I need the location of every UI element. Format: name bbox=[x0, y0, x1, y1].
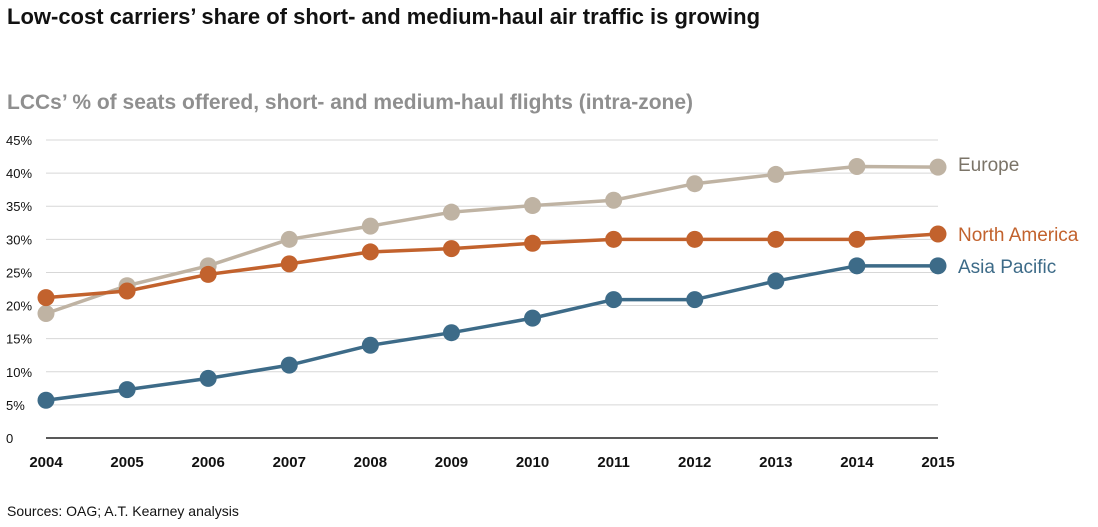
data-point-north-america bbox=[524, 234, 542, 252]
data-point-north-america bbox=[442, 240, 460, 258]
y-tick-label: 35% bbox=[6, 199, 32, 214]
x-tick-label: 2004 bbox=[29, 454, 63, 471]
data-point-asia-pacific bbox=[686, 291, 704, 309]
chart-title: Low-cost carriers’ share of short- and m… bbox=[7, 4, 761, 29]
series-line-north-america bbox=[44, 232, 940, 300]
data-point-asia-pacific bbox=[118, 381, 136, 399]
y-tick-label: 0 bbox=[6, 431, 13, 446]
data-point-north-america bbox=[686, 230, 704, 248]
data-point-asia-pacific bbox=[605, 291, 623, 309]
series-line-asia-pacific bbox=[44, 264, 940, 403]
data-point-north-america bbox=[118, 282, 136, 300]
data-point-north-america bbox=[767, 230, 785, 248]
y-tick-label: 5% bbox=[6, 398, 25, 413]
data-point-asia-pacific bbox=[767, 272, 785, 290]
x-tick-label: 2015 bbox=[921, 454, 954, 471]
data-point-asia-pacific bbox=[280, 356, 298, 374]
data-point-north-america bbox=[605, 230, 623, 248]
data-point-europe bbox=[605, 191, 623, 209]
chart-subtitle: LCCs’ % of seats offered, short- and med… bbox=[7, 91, 694, 114]
series-label-asia-pacific: Asia Pacific bbox=[958, 257, 1056, 278]
series-line-europe bbox=[44, 164, 940, 316]
data-point-europe bbox=[442, 203, 460, 221]
data-point-asia-pacific bbox=[361, 336, 379, 354]
x-tick-label: 2013 bbox=[759, 454, 792, 471]
y-tick-label: 45% bbox=[6, 133, 32, 148]
x-tick-label: 2006 bbox=[191, 454, 224, 471]
y-tick-label: 10% bbox=[6, 365, 32, 380]
data-point-asia-pacific bbox=[37, 391, 55, 409]
data-point-europe bbox=[37, 305, 55, 323]
data-point-europe bbox=[524, 197, 542, 215]
y-tick-label: 25% bbox=[6, 265, 32, 280]
x-tick-label: 2007 bbox=[273, 454, 306, 471]
data-point-asia-pacific bbox=[848, 257, 866, 275]
data-point-europe bbox=[929, 158, 947, 176]
x-tick-label: 2008 bbox=[354, 454, 387, 471]
x-tick-label: 2010 bbox=[516, 454, 549, 471]
data-point-europe bbox=[280, 230, 298, 248]
x-tick-label: 2014 bbox=[840, 454, 874, 471]
series-label-north-america: North America bbox=[958, 225, 1079, 246]
y-tick-label: 20% bbox=[6, 299, 32, 314]
data-point-north-america bbox=[929, 225, 947, 243]
data-point-north-america bbox=[848, 230, 866, 248]
x-tick-label: 2012 bbox=[678, 454, 711, 471]
data-point-europe bbox=[686, 175, 704, 193]
data-point-asia-pacific bbox=[199, 369, 217, 387]
data-point-asia-pacific bbox=[442, 324, 460, 342]
data-point-asia-pacific bbox=[929, 257, 947, 275]
y-tick-label: 15% bbox=[6, 332, 32, 347]
data-point-north-america bbox=[199, 265, 217, 283]
data-point-north-america bbox=[37, 289, 55, 307]
data-point-asia-pacific bbox=[524, 309, 542, 327]
x-tick-label: 2005 bbox=[110, 454, 143, 471]
y-tick-label: 30% bbox=[6, 232, 32, 247]
data-point-europe bbox=[848, 157, 866, 175]
data-point-north-america bbox=[361, 243, 379, 261]
data-point-north-america bbox=[280, 255, 298, 273]
data-point-europe bbox=[361, 217, 379, 235]
x-tick-label: 2009 bbox=[435, 454, 468, 471]
series-label-europe: Europe bbox=[958, 155, 1019, 176]
data-point-europe bbox=[767, 165, 785, 183]
y-tick-label: 40% bbox=[6, 166, 32, 181]
x-tick-label: 2011 bbox=[597, 454, 630, 471]
source-note: Sources: OAG; A.T. Kearney analysis bbox=[7, 503, 239, 519]
